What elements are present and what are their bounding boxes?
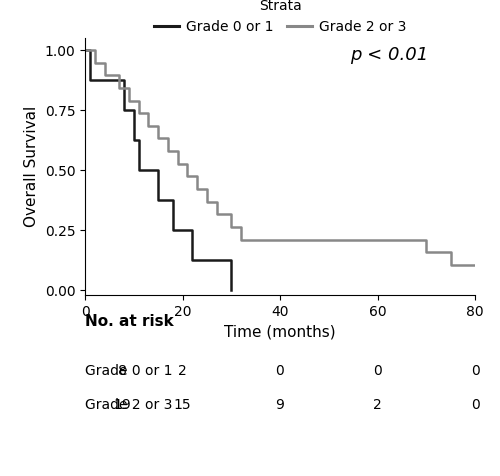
X-axis label: Time (months): Time (months) bbox=[224, 325, 336, 339]
Y-axis label: Overall Survival: Overall Survival bbox=[24, 106, 39, 227]
Text: 19: 19 bbox=[114, 397, 132, 412]
Text: 2: 2 bbox=[373, 397, 382, 412]
Text: 9: 9 bbox=[276, 397, 284, 412]
Text: 15: 15 bbox=[174, 397, 192, 412]
Text: Grade 2 or 3: Grade 2 or 3 bbox=[85, 397, 172, 412]
Text: p < 0.01: p < 0.01 bbox=[350, 46, 428, 64]
Text: 0: 0 bbox=[276, 364, 284, 378]
Legend: Grade 0 or 1, Grade 2 or 3: Grade 0 or 1, Grade 2 or 3 bbox=[148, 0, 412, 40]
Text: 8: 8 bbox=[118, 364, 127, 378]
Text: 0: 0 bbox=[470, 364, 480, 378]
Text: No. at risk: No. at risk bbox=[85, 314, 174, 329]
Text: 0: 0 bbox=[373, 364, 382, 378]
Text: Grade 0 or 1: Grade 0 or 1 bbox=[85, 364, 172, 378]
Text: 2: 2 bbox=[178, 364, 187, 378]
Text: 0: 0 bbox=[470, 397, 480, 412]
